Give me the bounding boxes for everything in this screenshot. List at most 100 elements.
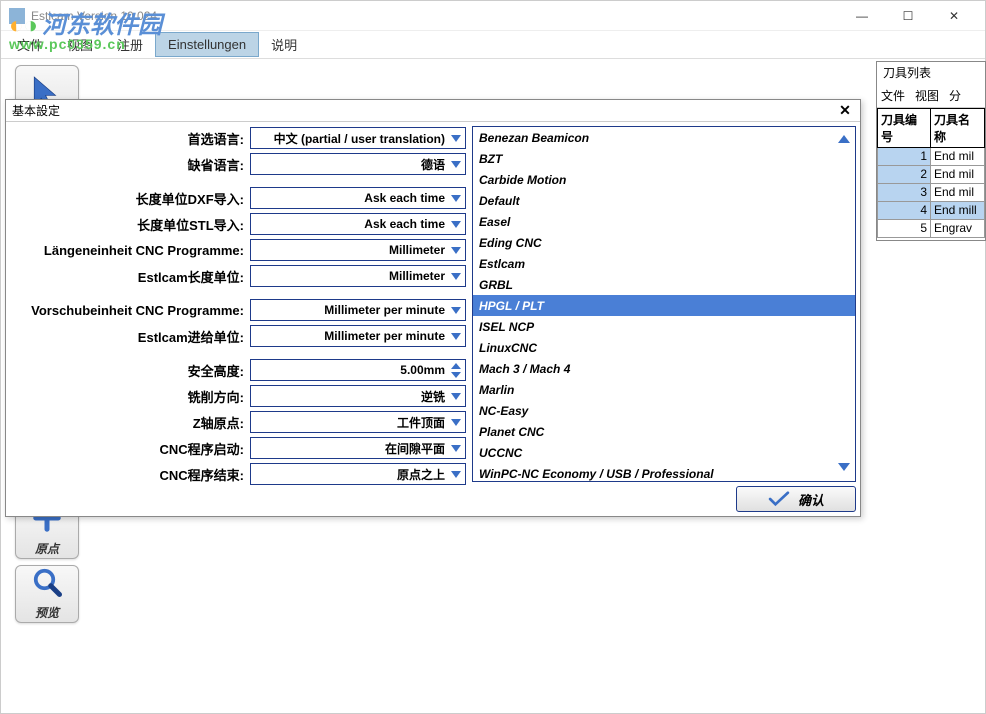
preview-label: 预览	[35, 604, 59, 621]
ok-button[interactable]: 确认	[736, 486, 856, 512]
cnc-item[interactable]: Carbide Motion	[473, 169, 855, 190]
form-row-6: Vorschubeinheit CNC Programme: Millimeter…	[10, 298, 466, 322]
toolpanel-menu-item[interactable]: 视图	[915, 87, 939, 104]
dropdown-arrow-icon[interactable]	[449, 155, 463, 173]
window-title: Estlcam Version 10.024	[31, 9, 839, 23]
tool-name-cell: End mill	[931, 202, 985, 219]
form-field-8[interactable]: 5.00mm	[250, 359, 466, 381]
minimize-button[interactable]: —	[839, 1, 885, 31]
cnc-item[interactable]: UCCNC	[473, 442, 855, 463]
dropdown-arrow-icon[interactable]	[449, 327, 463, 345]
cnc-item[interactable]: Mach 3 / Mach 4	[473, 358, 855, 379]
tool-table-row[interactable]: 4End mill	[877, 202, 985, 220]
field-value: Ask each time	[257, 191, 449, 205]
dropdown-arrow-icon[interactable]	[449, 301, 463, 319]
form-field-1[interactable]: 德语	[250, 153, 466, 175]
cnc-item[interactable]: NC-Easy	[473, 400, 855, 421]
cnc-item[interactable]: Eding CNC	[473, 232, 855, 253]
dropdown-arrow-icon[interactable]	[449, 267, 463, 285]
cnc-item[interactable]: ISEL NCP	[473, 316, 855, 337]
field-value: Millimeter per minute	[257, 303, 449, 317]
form-label: 长度单位DXF导入:	[10, 189, 250, 208]
tool-name-cell: End mil	[931, 184, 985, 201]
form-field-6[interactable]: Millimeter per minute	[250, 299, 466, 321]
cnc-item[interactable]: Planet CNC	[473, 421, 855, 442]
preview-tool-button[interactable]: 预览	[15, 565, 79, 623]
form-label: Vorschubeinheit CNC Programme:	[10, 303, 250, 318]
form-label: 长度单位STL导入:	[10, 215, 250, 234]
dropdown-arrow-icon[interactable]	[449, 465, 463, 483]
field-value: 5.00mm	[257, 363, 449, 377]
form-row-2: 长度单位DXF导入: Ask each time	[10, 186, 466, 210]
dropdown-arrow-icon[interactable]	[449, 215, 463, 233]
cnc-item[interactable]: BZT	[473, 148, 855, 169]
settings-dialog: 基本設定 ✕ 首选语言:中文 (partial / user translati…	[5, 99, 861, 517]
form-label: 缺省语言:	[10, 155, 250, 174]
cnc-item[interactable]: LinuxCNC	[473, 337, 855, 358]
dropdown-arrow-icon[interactable]	[449, 241, 463, 259]
form-row-4: Längeneinheit CNC Programme:Millimeter	[10, 238, 466, 262]
dropdown-arrow-icon[interactable]	[449, 129, 463, 147]
titlebar: Estlcam Version 10.024 — ☐ ✕	[1, 1, 985, 31]
cnc-controller-list[interactable]: Benezan BeamiconBZTCarbide MotionDefault…	[472, 126, 856, 482]
cnc-item[interactable]: Default	[473, 190, 855, 211]
form-field-10[interactable]: 工件顶面	[250, 411, 466, 433]
tool-table-row[interactable]: 3End mil	[877, 184, 985, 202]
scroll-up-icon[interactable]	[837, 131, 851, 149]
field-value: 在间隙平面	[257, 440, 449, 457]
form-field-7[interactable]: Millimeter per minute	[250, 325, 466, 347]
check-icon	[768, 491, 790, 507]
cnc-item[interactable]: WinPC-NC Economy / USB / Professional	[473, 463, 855, 482]
form-row-5: Estlcam长度单位:Millimeter	[10, 264, 466, 288]
cnc-item[interactable]: HPGL / PLT	[473, 295, 855, 316]
tool-name-cell: Engrav	[931, 220, 985, 237]
close-button[interactable]: ✕	[931, 1, 977, 31]
field-value: Millimeter per minute	[257, 329, 449, 343]
form-field-3[interactable]: Ask each time	[250, 213, 466, 235]
cnc-item[interactable]: Marlin	[473, 379, 855, 400]
dropdown-arrow-icon[interactable]	[449, 413, 463, 431]
form-field-4[interactable]: Millimeter	[250, 239, 466, 261]
form-label: Estlcam进给单位:	[10, 327, 250, 346]
form-field-12[interactable]: 原点之上	[250, 463, 466, 485]
menu-item-1[interactable]: 视图	[55, 31, 105, 58]
cnc-item[interactable]: Estlcam	[473, 253, 855, 274]
form-field-0[interactable]: 中文 (partial / user translation)	[250, 127, 466, 149]
menu-item-4[interactable]: 说明	[259, 31, 309, 58]
cnc-item[interactable]: Easel	[473, 211, 855, 232]
field-value: Ask each time	[257, 217, 449, 231]
dropdown-arrow-icon[interactable]	[449, 189, 463, 207]
tool-table-row[interactable]: 2End mil	[877, 166, 985, 184]
form-field-2[interactable]: Ask each time	[250, 187, 466, 209]
form-field-9[interactable]: 逆铣	[250, 385, 466, 407]
form-row-10: Z轴原点:工件顶面	[10, 410, 466, 434]
cnc-item[interactable]: Benezan Beamicon	[473, 127, 855, 148]
toolpanel-menu-item[interactable]: 分	[949, 87, 961, 104]
spinner[interactable]	[449, 361, 463, 379]
dialog-close-button[interactable]: ✕	[836, 102, 854, 120]
tool-list-menubar: 文件视图分	[877, 84, 985, 108]
dropdown-arrow-icon[interactable]	[449, 387, 463, 405]
tool-number-cell: 1	[877, 148, 931, 165]
tool-table-row[interactable]: 1End mil	[877, 148, 985, 166]
form-field-5[interactable]: Millimeter	[250, 265, 466, 287]
dropdown-arrow-icon[interactable]	[449, 439, 463, 457]
cnc-item[interactable]: GRBL	[473, 274, 855, 295]
menu-item-3[interactable]: Einstellungen	[155, 32, 259, 57]
maximize-button[interactable]: ☐	[885, 1, 931, 31]
form-field-11[interactable]: 在间隙平面	[250, 437, 466, 459]
scroll-down-icon[interactable]	[837, 459, 851, 477]
tool-table: 刀具编号刀具名称 1End mil2End mil3End mil4End mi…	[877, 108, 985, 238]
menu-item-0[interactable]: 文件	[5, 31, 55, 58]
app-icon	[9, 8, 25, 24]
toolpanel-menu-item[interactable]: 文件	[881, 87, 905, 104]
tool-table-row[interactable]: 5Engrav	[877, 220, 985, 238]
form-row-11: CNC程序启动:在间隙平面	[10, 436, 466, 460]
form-label: CNC程序结束:	[10, 465, 250, 484]
tool-list-title: 刀具列表	[877, 62, 985, 84]
menubar: 文件视图注册Einstellungen说明	[1, 31, 985, 59]
origin-label: 原点	[35, 540, 59, 557]
form-row-1: 缺省语言:德语	[10, 152, 466, 176]
form-label: 铣削方向:	[10, 387, 250, 406]
menu-item-2[interactable]: 注册	[105, 31, 155, 58]
